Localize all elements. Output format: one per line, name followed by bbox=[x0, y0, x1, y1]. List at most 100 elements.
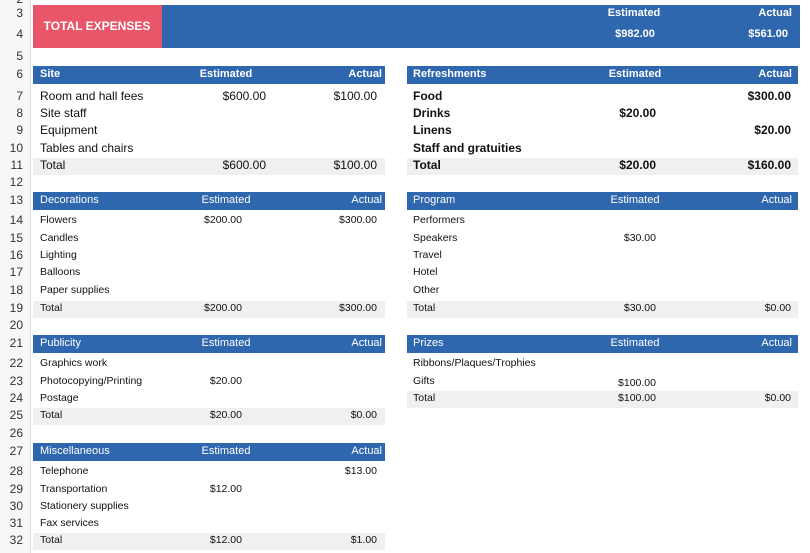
row-number: 14 bbox=[9, 213, 23, 228]
total-row-bg bbox=[407, 157, 798, 175]
row-number: 25 bbox=[9, 408, 23, 423]
header-actual: Actual bbox=[761, 193, 792, 206]
section-title: Decorations bbox=[40, 193, 99, 206]
summary-band bbox=[162, 5, 800, 48]
row-number: 4 bbox=[16, 27, 23, 42]
item-name: Gifts bbox=[413, 375, 435, 388]
total-row-bg bbox=[33, 157, 385, 175]
total-name: Total bbox=[413, 302, 436, 315]
row-number: 32 bbox=[9, 533, 23, 548]
row-number: 26 bbox=[9, 426, 23, 441]
item-name: Travel bbox=[413, 249, 442, 262]
item-name: Stationery supplies bbox=[40, 500, 129, 513]
item-name: Balloons bbox=[40, 266, 81, 279]
total-row-bg bbox=[407, 300, 798, 318]
row-number: 16 bbox=[9, 248, 23, 263]
item-name: Lighting bbox=[40, 249, 77, 262]
summary-actual: $561.00 bbox=[748, 27, 788, 40]
row-number: 22 bbox=[9, 356, 23, 371]
row-number: 29 bbox=[9, 482, 23, 497]
header-estimated: Estimated bbox=[610, 336, 660, 349]
total-row-bg bbox=[33, 407, 385, 425]
item-name: Speakers bbox=[413, 232, 458, 245]
row-gutter bbox=[0, 0, 31, 553]
item-name: Staff and gratuities bbox=[413, 141, 522, 156]
header-actual: Actual bbox=[348, 67, 382, 80]
section-title: Prizes bbox=[413, 336, 444, 349]
item-name: Candles bbox=[40, 232, 79, 245]
total-name: Total bbox=[413, 158, 441, 173]
item-name: Hotel bbox=[413, 266, 438, 279]
item-name: Postage bbox=[40, 392, 79, 405]
item-estimated: $30.00 bbox=[623, 232, 656, 245]
row-number: 30 bbox=[9, 499, 23, 514]
total-actual: $300.00 bbox=[339, 302, 377, 315]
total-row-bg bbox=[33, 532, 385, 550]
summary-title-box bbox=[33, 5, 162, 48]
header-actual: Actual bbox=[761, 336, 792, 349]
section-title: Refreshments bbox=[413, 67, 487, 80]
total-row-bg bbox=[407, 390, 798, 408]
section-header bbox=[33, 192, 385, 210]
total-actual: $100.00 bbox=[333, 158, 377, 173]
total-name: Total bbox=[413, 392, 436, 405]
item-actual: $20.00 bbox=[754, 123, 791, 138]
section-title: Program bbox=[413, 193, 456, 206]
total-estimated: $12.00 bbox=[209, 534, 242, 547]
total-estimated: $100.00 bbox=[618, 392, 656, 405]
row-number: 6 bbox=[16, 67, 23, 82]
item-name: Drinks bbox=[413, 106, 451, 121]
item-name: Tables and chairs bbox=[40, 141, 134, 156]
header-actual: Actual bbox=[351, 444, 382, 457]
row-number: 9 bbox=[16, 123, 23, 138]
row-number: 12 bbox=[9, 175, 23, 190]
total-estimated: $200.00 bbox=[204, 302, 242, 315]
section-header bbox=[33, 443, 385, 461]
total-estimated: $20.00 bbox=[209, 409, 242, 422]
item-name: Telephone bbox=[40, 465, 89, 478]
total-estimated: $20.00 bbox=[619, 158, 656, 173]
row-number: 31 bbox=[9, 516, 23, 531]
total-name: Total bbox=[40, 302, 63, 315]
item-name: Flowers bbox=[40, 214, 77, 227]
row-number: 17 bbox=[9, 265, 23, 280]
header-estimated: Estimated bbox=[610, 193, 660, 206]
total-estimated: $30.00 bbox=[623, 302, 656, 315]
header-estimated: Estimated bbox=[608, 67, 662, 80]
header-actual: Actual bbox=[351, 336, 382, 349]
row-number: 7 bbox=[16, 89, 23, 104]
header-estimated: Estimated bbox=[201, 193, 251, 206]
item-name: Photocopying/Printing bbox=[40, 375, 143, 388]
total-name: Total bbox=[40, 409, 63, 422]
total-estimated: $600.00 bbox=[222, 158, 266, 173]
section-title: Site bbox=[40, 67, 61, 80]
row-number: 13 bbox=[9, 193, 23, 208]
section-header bbox=[407, 192, 798, 210]
total-actual: $1.00 bbox=[350, 534, 377, 547]
row-number: 11 bbox=[10, 158, 23, 173]
row-number: 2 bbox=[16, 0, 23, 5]
row-number: 21 bbox=[9, 336, 23, 351]
item-estimated: $20.00 bbox=[619, 106, 656, 121]
item-actual: $100.00 bbox=[333, 89, 377, 104]
item-estimated: $100.00 bbox=[618, 377, 656, 390]
section-header bbox=[33, 66, 385, 84]
row-number: 15 bbox=[9, 231, 23, 246]
row-number: 24 bbox=[9, 391, 23, 406]
item-estimated: $200.00 bbox=[204, 214, 242, 227]
row-number: 18 bbox=[9, 283, 23, 298]
summary-title: TOTAL EXPENSES bbox=[43, 19, 151, 34]
row-number: 20 bbox=[9, 318, 23, 333]
item-name: Performers bbox=[413, 214, 465, 227]
total-actual: $160.00 bbox=[747, 158, 791, 173]
section-header bbox=[407, 335, 798, 353]
section-title: Miscellaneous bbox=[40, 444, 110, 457]
row-number: 5 bbox=[16, 49, 23, 64]
total-actual: $0.00 bbox=[764, 302, 791, 315]
item-actual: $300.00 bbox=[747, 89, 791, 104]
item-name: Fax services bbox=[40, 517, 99, 530]
item-name: Paper supplies bbox=[40, 284, 110, 297]
item-name: Other bbox=[413, 284, 440, 297]
item-name: Food bbox=[413, 89, 443, 104]
